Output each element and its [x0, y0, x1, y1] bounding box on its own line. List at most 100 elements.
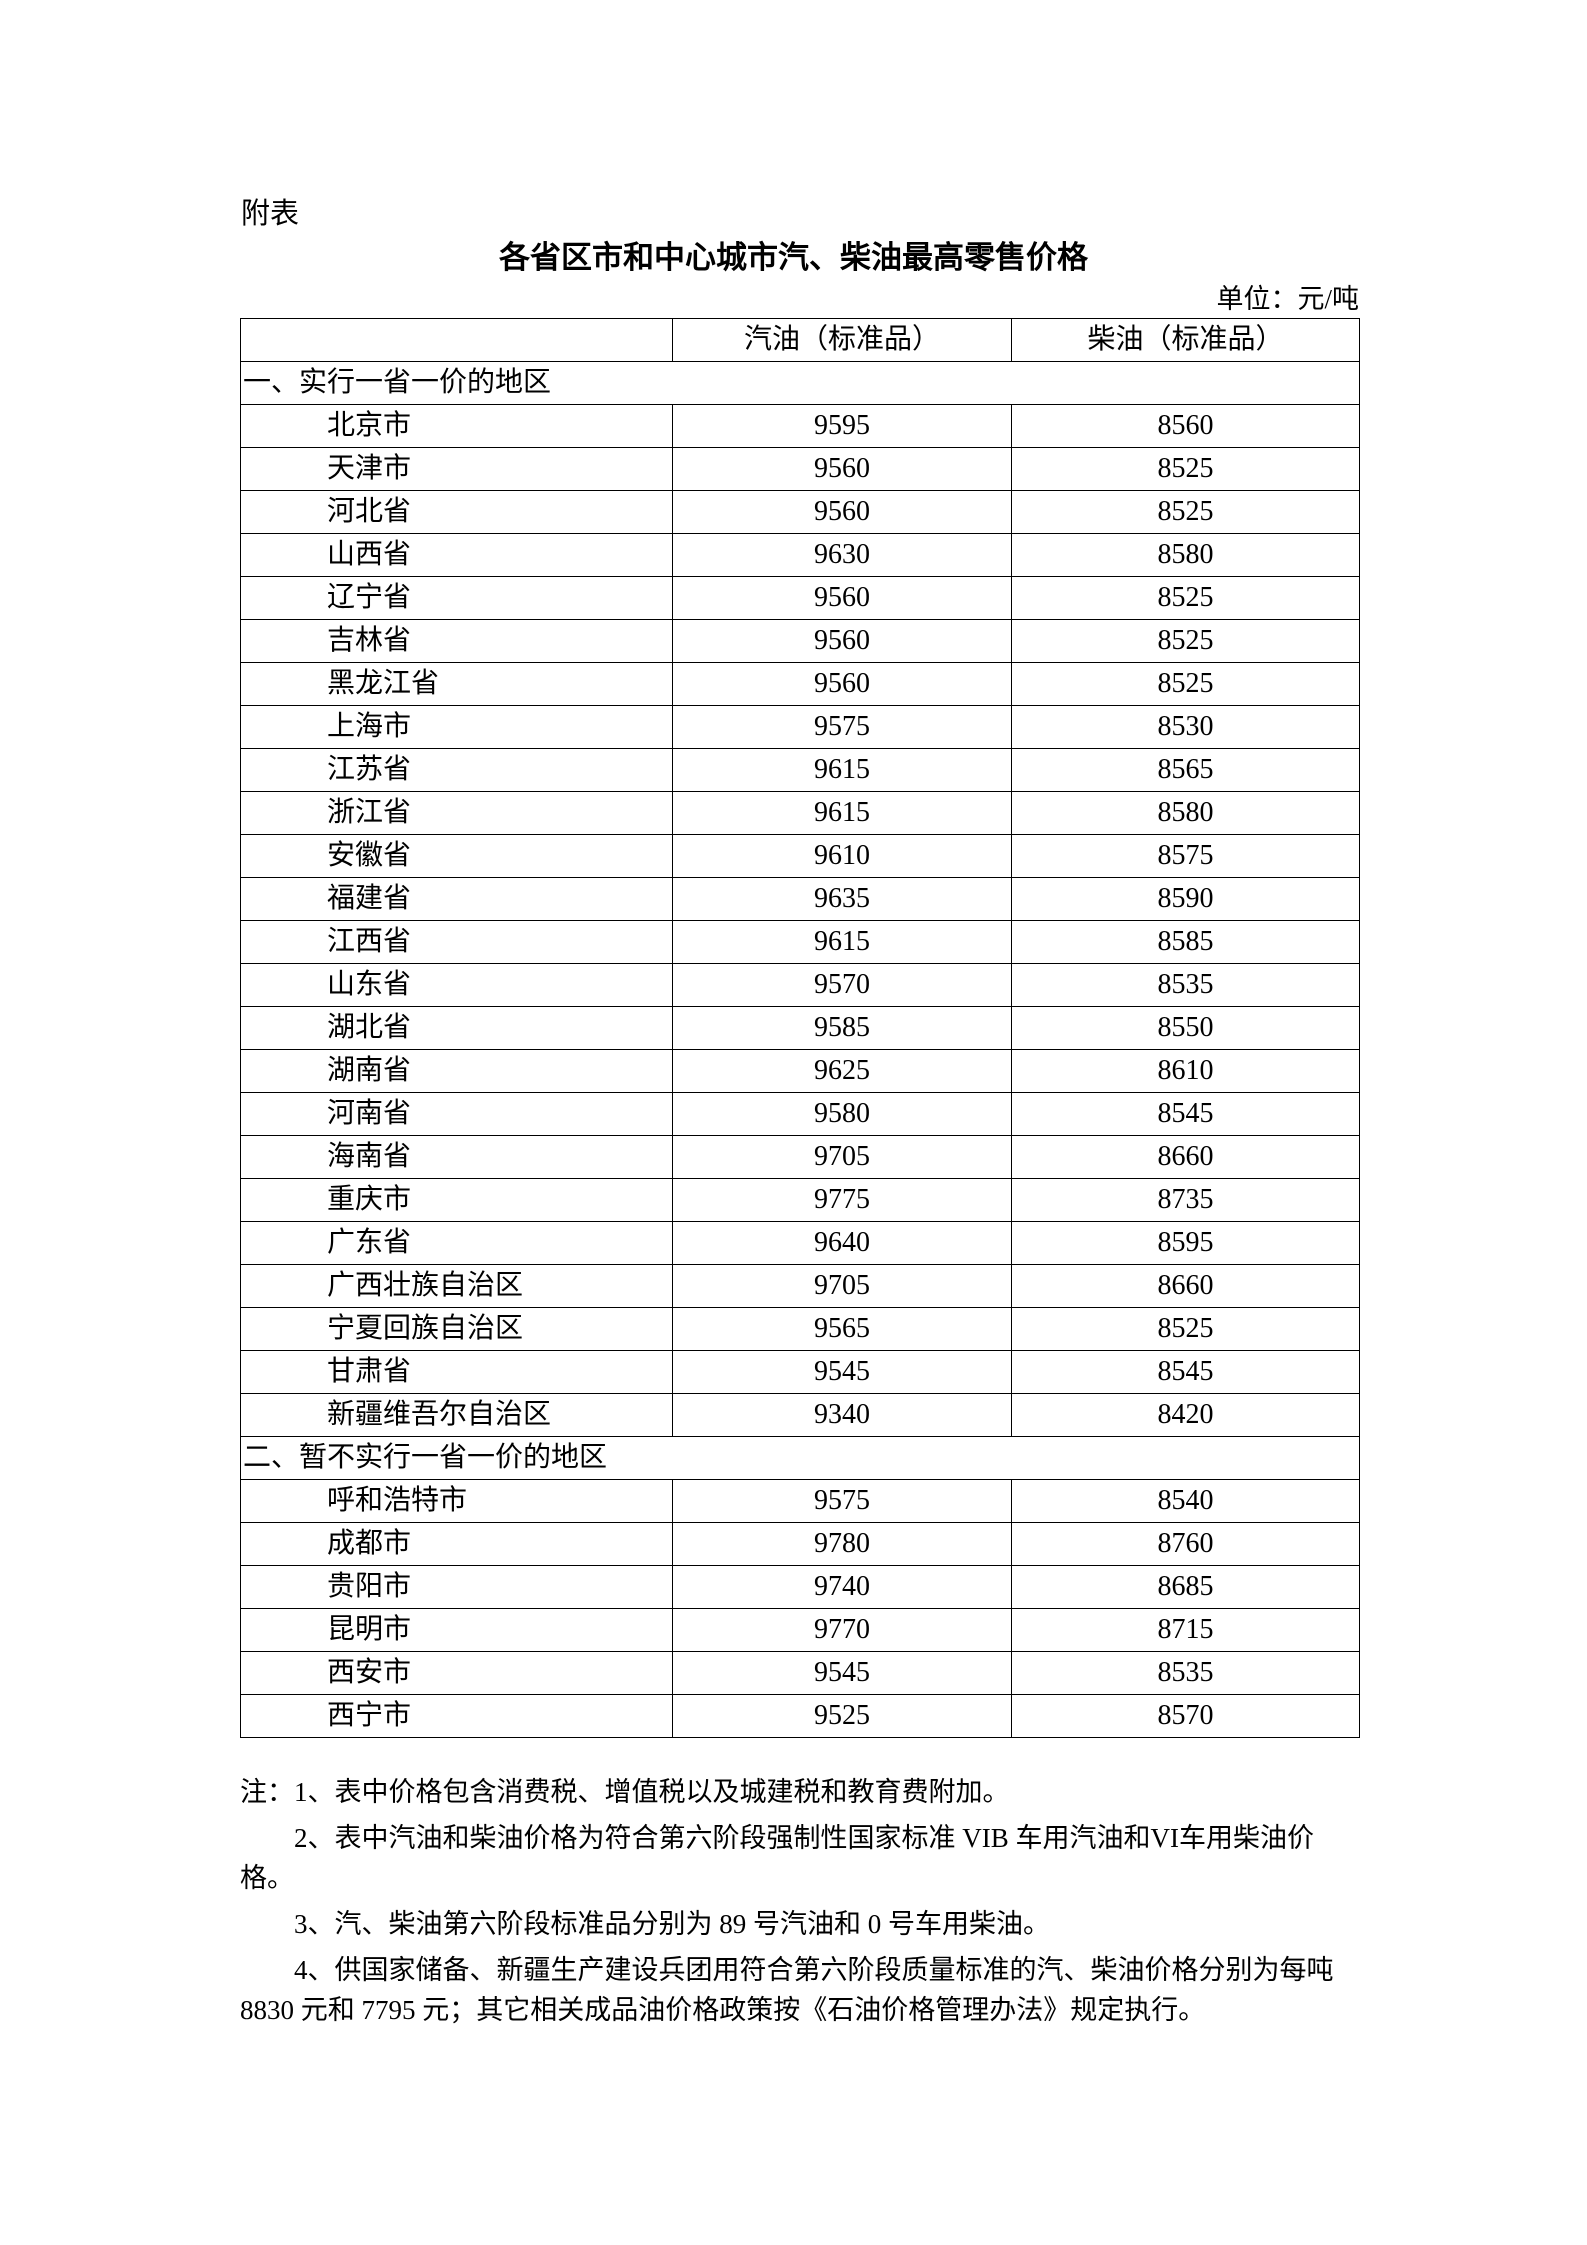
gasoline-price-cell: 9740 — [672, 1565, 1012, 1609]
section-label: 二、暂不实行一省一价的地区 — [240, 1436, 1360, 1480]
diesel-price-cell: 8540 — [1011, 1479, 1360, 1523]
gasoline-price-cell: 9635 — [672, 877, 1012, 921]
gasoline-price-cell: 9580 — [672, 1092, 1012, 1136]
gasoline-price-cell: 9595 — [672, 404, 1012, 448]
diesel-price-cell: 8530 — [1011, 705, 1360, 749]
gasoline-price-cell: 9560 — [672, 619, 1012, 663]
attachment-label: 附表 — [241, 198, 300, 230]
diesel-price-cell: 8525 — [1011, 662, 1360, 706]
gasoline-price-cell: 9585 — [672, 1006, 1012, 1050]
table-row: 河南省 9580 8545 — [240, 1092, 1360, 1136]
table-row: 甘肃省 9545 8545 — [240, 1350, 1360, 1394]
diesel-price-cell: 8590 — [1011, 877, 1360, 921]
gasoline-price-cell: 9565 — [672, 1307, 1012, 1351]
diesel-price-cell: 8685 — [1011, 1565, 1360, 1609]
gasoline-price-cell: 9625 — [672, 1049, 1012, 1093]
region-cell: 上海市 — [240, 705, 673, 749]
region-cell: 辽宁省 — [240, 576, 673, 620]
diesel-price-cell: 8535 — [1011, 963, 1360, 1007]
region-cell: 浙江省 — [240, 791, 673, 835]
diesel-price-cell: 8525 — [1011, 1307, 1360, 1351]
region-cell: 西安市 — [240, 1651, 673, 1695]
note-2: 2、表中汽油和柴油价格为符合第六阶段强制性国家标准 VIB 车用汽油和VI车用柴… — [240, 1823, 1314, 1893]
table-row: 河北省 9560 8525 — [240, 490, 1360, 534]
diesel-price-cell: 8545 — [1011, 1092, 1360, 1136]
table-row: 北京市 9595 8560 — [240, 404, 1360, 448]
table-row: 湖南省 9625 8610 — [240, 1049, 1360, 1093]
note-1: 注：1、表中价格包含消费税、增值税以及城建税和教育费附加。 — [240, 1777, 1010, 1807]
diesel-price-cell: 8535 — [1011, 1651, 1360, 1695]
gasoline-price-cell: 9770 — [672, 1608, 1012, 1652]
diesel-price-cell: 8545 — [1011, 1350, 1360, 1394]
region-cell: 重庆市 — [240, 1178, 673, 1222]
diesel-price-cell: 8715 — [1011, 1608, 1360, 1652]
region-cell: 昆明市 — [240, 1608, 673, 1652]
table-row: 广东省 9640 8595 — [240, 1221, 1360, 1265]
region-cell: 黑龙江省 — [240, 662, 673, 706]
gasoline-price-cell: 9615 — [672, 791, 1012, 835]
gasoline-price-cell: 9705 — [672, 1135, 1012, 1179]
diesel-price-cell: 8560 — [1011, 404, 1360, 448]
gasoline-price-cell: 9545 — [672, 1651, 1012, 1695]
table-row: 辽宁省 9560 8525 — [240, 576, 1360, 620]
price-table: 汽油（标准品） 柴油（标准品） 一、实行一省一价的地区 北京市 9595 8560 天津… — [240, 318, 1360, 1738]
region-cell: 海南省 — [240, 1135, 673, 1179]
table-row: 重庆市 9775 8735 — [240, 1178, 1360, 1222]
table-row: 贵阳市 9740 8685 — [240, 1565, 1360, 1609]
diesel-price-cell: 8550 — [1011, 1006, 1360, 1050]
region-cell: 天津市 — [240, 447, 673, 491]
unit-label: 单位：元/吨 — [1216, 284, 1359, 314]
region-cell: 湖南省 — [240, 1049, 673, 1093]
region-cell: 甘肃省 — [240, 1350, 673, 1394]
table-row: 宁夏回族自治区 9565 8525 — [240, 1307, 1360, 1351]
table-row: 新疆维吾尔自治区 9340 8420 — [240, 1393, 1360, 1437]
diesel-price-cell: 8575 — [1011, 834, 1360, 878]
gasoline-price-cell: 9560 — [672, 490, 1012, 534]
region-cell: 江苏省 — [240, 748, 673, 792]
diesel-price-cell: 8660 — [1011, 1264, 1360, 1308]
region-cell: 西宁市 — [240, 1694, 673, 1738]
region-cell: 江西省 — [240, 920, 673, 964]
gasoline-price-cell: 9570 — [672, 963, 1012, 1007]
table-row: 山东省 9570 8535 — [240, 963, 1360, 1007]
table-row: 浙江省 9615 8580 — [240, 791, 1360, 835]
header-region — [240, 318, 673, 362]
region-cell: 湖北省 — [240, 1006, 673, 1050]
section-row: 一、实行一省一价的地区 — [240, 361, 1360, 405]
gasoline-price-cell: 9615 — [672, 748, 1012, 792]
gasoline-price-cell: 9545 — [672, 1350, 1012, 1394]
table-row: 福建省 9635 8590 — [240, 877, 1360, 921]
gasoline-price-cell: 9575 — [672, 1479, 1012, 1523]
diesel-price-cell: 8610 — [1011, 1049, 1360, 1093]
table-row: 昆明市 9770 8715 — [240, 1608, 1360, 1652]
region-cell: 呼和浩特市 — [240, 1479, 673, 1523]
region-cell: 河南省 — [240, 1092, 673, 1136]
table-row: 江西省 9615 8585 — [240, 920, 1360, 964]
notes: 注：1、表中价格包含消费税、增值税以及城建税和教育费附加。 2、表中汽油和柴油价… — [240, 1772, 1360, 2036]
section-label: 一、实行一省一价的地区 — [240, 361, 1360, 405]
note-4: 4、供国家储备、新疆生产建设兵团用符合第六阶段质量标准的汽、柴油价格分别为每吨 … — [240, 1955, 1334, 2025]
diesel-price-cell: 8760 — [1011, 1522, 1360, 1566]
region-cell: 山西省 — [240, 533, 673, 577]
region-cell: 安徽省 — [240, 834, 673, 878]
gasoline-price-cell: 9610 — [672, 834, 1012, 878]
gasoline-price-cell: 9775 — [672, 1178, 1012, 1222]
table-row: 江苏省 9615 8565 — [240, 748, 1360, 792]
header-gasoline: 汽油（标准品） — [672, 318, 1012, 362]
section-row: 二、暂不实行一省一价的地区 — [240, 1436, 1360, 1480]
table-row: 吉林省 9560 8525 — [240, 619, 1360, 663]
table-row: 西安市 9545 8535 — [240, 1651, 1360, 1695]
diesel-price-cell: 8595 — [1011, 1221, 1360, 1265]
region-cell: 山东省 — [240, 963, 673, 1007]
diesel-price-cell: 8570 — [1011, 1694, 1360, 1738]
gasoline-price-cell: 9560 — [672, 447, 1012, 491]
gasoline-price-cell: 9560 — [672, 576, 1012, 620]
diesel-price-cell: 8585 — [1011, 920, 1360, 964]
diesel-price-cell: 8580 — [1011, 533, 1360, 577]
diesel-price-cell: 8735 — [1011, 1178, 1360, 1222]
table-row: 西宁市 9525 8570 — [240, 1694, 1360, 1738]
gasoline-price-cell: 9525 — [672, 1694, 1012, 1738]
diesel-price-cell: 8525 — [1011, 619, 1360, 663]
gasoline-price-cell: 9630 — [672, 533, 1012, 577]
region-cell: 成都市 — [240, 1522, 673, 1566]
